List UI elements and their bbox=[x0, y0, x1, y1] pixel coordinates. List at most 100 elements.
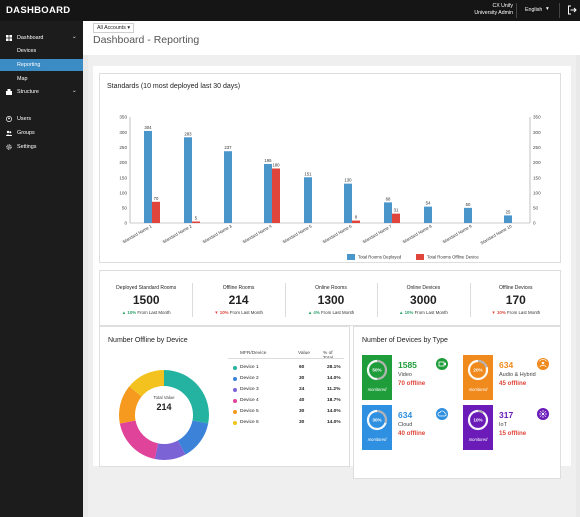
audio-icon bbox=[537, 358, 549, 370]
bar-rooms-offline[interactable] bbox=[192, 221, 200, 223]
sidebar-item-map[interactable]: Map bbox=[0, 73, 83, 85]
tile-badge: 30% monitored bbox=[362, 405, 392, 450]
bar-data-label: 5 bbox=[195, 215, 198, 220]
donut-slice[interactable] bbox=[154, 440, 186, 460]
bar-rooms-offline[interactable] bbox=[392, 213, 400, 223]
donut-slice[interactable] bbox=[119, 386, 142, 424]
bar-rooms-deployed[interactable] bbox=[184, 137, 192, 223]
bar-data-label: 50 bbox=[466, 202, 471, 207]
legend-dot bbox=[233, 388, 237, 392]
device-percent: 28.1% bbox=[327, 365, 341, 370]
bar-rooms-deployed[interactable] bbox=[384, 202, 392, 223]
table-row[interactable]: Device 6 30 14.0% bbox=[228, 418, 342, 429]
device-type-tile[interactable]: 10% monitored 317 IoT 15 offline bbox=[463, 405, 550, 450]
bar-rooms-deployed[interactable] bbox=[424, 206, 432, 223]
tile-badge: 10% monitored bbox=[463, 405, 493, 450]
table-row[interactable]: Device 4 40 18.7% bbox=[228, 396, 342, 407]
logout-icon[interactable] bbox=[567, 5, 577, 15]
bar-data-label: 304 bbox=[144, 125, 152, 130]
donut-slice[interactable] bbox=[164, 370, 209, 424]
x-tick-label: Standard Name 10 bbox=[480, 223, 514, 245]
sidebar-item-structure[interactable]: Structure ⌄ bbox=[0, 86, 83, 98]
tile-type-name: IoT bbox=[499, 422, 507, 428]
page-header: All Accounts ▾ Dashboard - Reporting bbox=[83, 21, 580, 55]
device-type-tile[interactable]: 20% monitored 634 Audio & Hybrid 45 offline bbox=[463, 355, 550, 400]
account-select[interactable]: All Accounts ▾ bbox=[93, 23, 134, 33]
tile-percent: 10% bbox=[473, 418, 482, 423]
legend-dot bbox=[233, 399, 237, 403]
y-tick-label-right: 300 bbox=[533, 130, 541, 135]
bar-data-label: 180 bbox=[272, 162, 280, 167]
sidebar-item-devices[interactable]: Devices bbox=[0, 45, 83, 57]
device-type-tile[interactable]: 50% monitored 1585 Video 70 offline bbox=[362, 355, 449, 400]
donut-slice[interactable] bbox=[119, 420, 159, 460]
offline-by-device-title: Number Offline by Device bbox=[108, 337, 188, 344]
legend-dot bbox=[233, 377, 237, 381]
user-org: CX Unify bbox=[492, 3, 513, 9]
x-tick-label: Standard Name 9 bbox=[442, 223, 474, 244]
sidebar-item-reporting[interactable]: Reporting bbox=[0, 59, 83, 71]
donut-slice[interactable] bbox=[129, 370, 164, 397]
sidebar-item-users[interactable]: Users bbox=[0, 113, 83, 125]
chevron-down-icon[interactable]: ▾ bbox=[546, 6, 549, 12]
device-type-tile[interactable]: 30% monitored 634 Cloud 40 offline bbox=[362, 405, 449, 450]
donut-slice[interactable] bbox=[177, 420, 209, 455]
gear-icon bbox=[6, 144, 12, 150]
tile-badge: 20% monitored bbox=[463, 355, 493, 400]
progress-ring-track bbox=[467, 409, 489, 431]
tile-offline-count: 15 offline bbox=[499, 430, 527, 437]
stat-change-suffix: From Last Month bbox=[320, 310, 355, 315]
device-name: Device 1 bbox=[240, 365, 259, 370]
groups-icon bbox=[6, 130, 12, 136]
bar-rooms-offline[interactable] bbox=[352, 220, 360, 223]
legend-dot bbox=[233, 410, 237, 414]
x-tick-label: Standard Name 6 bbox=[322, 223, 354, 244]
progress-ring: 50% bbox=[366, 359, 388, 381]
x-tick-label: Standard Name 4 bbox=[242, 223, 274, 244]
chevron-down-icon: ⌄ bbox=[72, 88, 77, 94]
stat-change: ▼ 10% From Last Month bbox=[470, 310, 562, 315]
table-row[interactable]: Device 1 60 28.1% bbox=[228, 363, 342, 374]
stat-label: Online Devices bbox=[406, 285, 441, 291]
stat-item: Offline Rooms 214 ▼ 10% From Last Month bbox=[192, 271, 284, 327]
table-header: % of Total bbox=[323, 351, 333, 361]
language-select[interactable]: English bbox=[525, 7, 543, 13]
bar-rooms-deployed[interactable] bbox=[304, 177, 312, 223]
arrow-up-icon: ▲ bbox=[398, 310, 405, 315]
y-tick-label-left: 100 bbox=[119, 190, 127, 195]
divider bbox=[559, 3, 560, 18]
user-role: University Admin bbox=[474, 10, 513, 16]
bar-data-label: 8 bbox=[355, 215, 358, 220]
bar-rooms-offline[interactable] bbox=[272, 168, 280, 223]
table-row[interactable]: Device 2 30 14.0% bbox=[228, 374, 342, 385]
bar-rooms-deployed[interactable] bbox=[504, 215, 512, 223]
sidebar-item-dashboard[interactable]: Dashboard ⌄ bbox=[0, 32, 83, 44]
bar-rooms-deployed[interactable] bbox=[224, 151, 232, 223]
stat-change-percent: 4% bbox=[313, 310, 320, 315]
bar-rooms-deployed[interactable] bbox=[144, 130, 152, 223]
y-tick-label-right: 0 bbox=[533, 221, 536, 226]
table-row[interactable]: Device 3 24 11.2% bbox=[228, 385, 342, 396]
stat-label: Deployed Standard Rooms bbox=[116, 285, 177, 291]
video-icon bbox=[436, 358, 448, 370]
sidebar-item-settings[interactable]: Settings bbox=[0, 141, 83, 153]
dashboard-icon bbox=[6, 35, 12, 41]
bar-rooms-deployed[interactable] bbox=[344, 183, 352, 223]
stat-change-suffix: From Last Month bbox=[414, 310, 448, 315]
stat-item: Deployed Standard Rooms 1500 ▲ 10% From La… bbox=[100, 271, 192, 327]
sidebar-item-groups[interactable]: Groups bbox=[0, 127, 83, 139]
bar-rooms-deployed[interactable] bbox=[464, 207, 472, 223]
user-info[interactable]: CX Unify University Admin bbox=[474, 3, 513, 17]
progress-ring-track bbox=[366, 409, 388, 431]
bar-rooms-deployed[interactable] bbox=[264, 163, 272, 223]
device-value: 24 bbox=[299, 387, 305, 392]
tile-badge: 50% monitored bbox=[362, 355, 392, 400]
tile-count: 317 bbox=[499, 410, 514, 420]
table-row[interactable]: Device 5 30 14.0% bbox=[228, 407, 342, 418]
y-tick-label-right: 350 bbox=[533, 115, 541, 120]
bar-rooms-offline[interactable] bbox=[152, 201, 160, 223]
device-value: 30 bbox=[299, 420, 305, 425]
device-percent: 11.2% bbox=[327, 387, 341, 392]
arrow-down-icon: ▼ bbox=[214, 310, 220, 315]
stat-label: Offline Devices bbox=[499, 285, 533, 291]
